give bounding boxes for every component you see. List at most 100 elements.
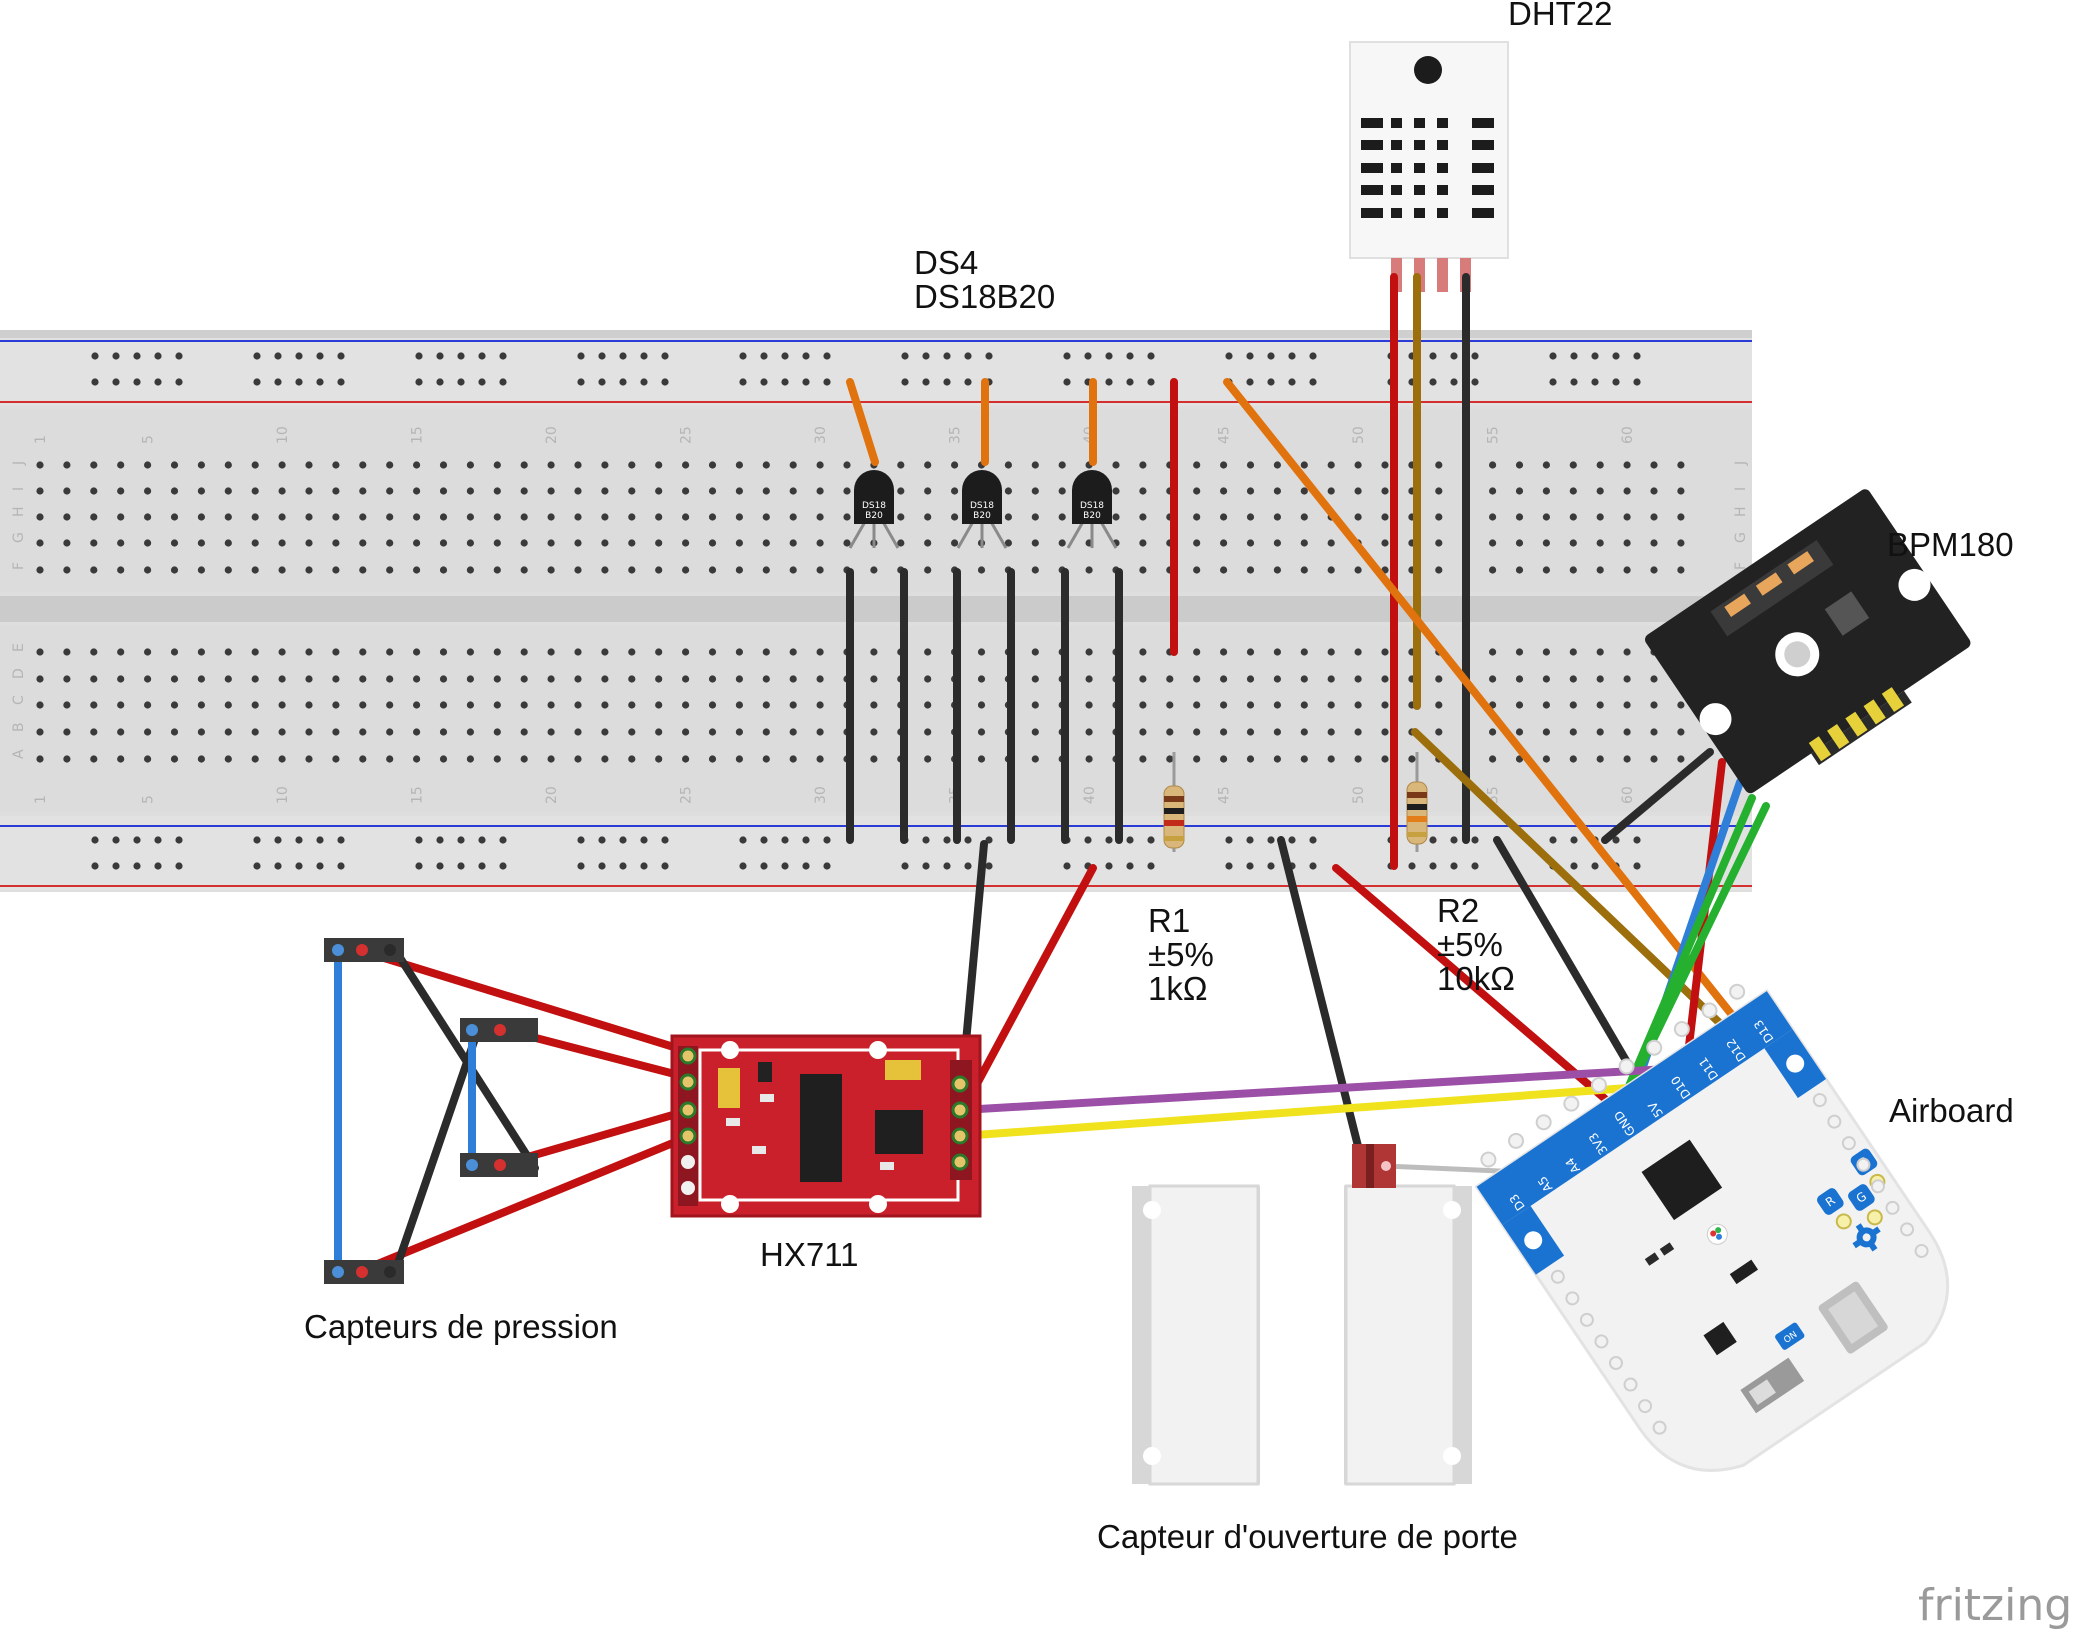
column-number: 15 bbox=[410, 426, 426, 444]
rail-hole bbox=[739, 378, 747, 386]
rail-hole bbox=[436, 862, 444, 870]
breadboard-hole bbox=[1677, 566, 1685, 574]
breadboard-hole bbox=[439, 566, 448, 574]
rail-hole bbox=[478, 836, 486, 844]
hx711-label: HX711 bbox=[760, 1236, 858, 1273]
breadboard-hole bbox=[1273, 513, 1281, 521]
rail-hole bbox=[964, 352, 972, 360]
column-number: 40 bbox=[1082, 786, 1098, 804]
breadboard-hole bbox=[1569, 539, 1577, 547]
breadboard-hole bbox=[332, 701, 340, 709]
rail-hole bbox=[922, 352, 930, 360]
airboard-pin bbox=[1480, 1151, 1497, 1168]
breadboard-hole bbox=[1112, 461, 1120, 469]
rail-hole bbox=[499, 862, 507, 870]
column-number: 60 bbox=[1620, 426, 1636, 444]
rail-hole bbox=[295, 836, 303, 844]
rail-hole bbox=[598, 352, 606, 360]
wire-purple bbox=[958, 1062, 1722, 1114]
resistor-r1 bbox=[1163, 752, 1185, 852]
rail-hole bbox=[337, 352, 345, 360]
breadboard-hole bbox=[816, 755, 824, 763]
breadboard-hole bbox=[547, 513, 555, 521]
breadboard-hole bbox=[359, 513, 367, 521]
breadboard-hole bbox=[359, 648, 367, 656]
rail-hole bbox=[154, 352, 162, 360]
breadboard-hole bbox=[1246, 461, 1255, 469]
rail-hole bbox=[661, 836, 669, 844]
rail-hole bbox=[1549, 836, 1557, 844]
breadboard-hole bbox=[144, 487, 152, 495]
breadboard-hole bbox=[520, 675, 528, 683]
airboard-header bbox=[1476, 991, 1793, 1225]
breadboard-hole bbox=[655, 566, 663, 574]
breadboard-hole bbox=[439, 701, 448, 709]
dht22-label: DHT22 bbox=[1508, 0, 1613, 32]
bottom-power-rail bbox=[0, 816, 1752, 890]
breadboard-hole bbox=[63, 701, 71, 709]
rail-hole bbox=[499, 352, 507, 360]
breadboard-hole bbox=[1112, 487, 1120, 495]
breadboard-hole bbox=[1112, 513, 1120, 521]
breadboard-hole bbox=[574, 539, 582, 547]
column-number: 20 bbox=[544, 786, 560, 804]
breadboard-hole bbox=[520, 513, 528, 521]
rail-hole bbox=[901, 378, 909, 386]
row-letter: H bbox=[11, 506, 27, 517]
airboard-edge-hole bbox=[1841, 1136, 1856, 1151]
rail-hole bbox=[739, 836, 747, 844]
breadboard-hole bbox=[1489, 461, 1497, 469]
breadboard-hole bbox=[170, 755, 179, 763]
breadboard-hole bbox=[493, 648, 501, 656]
breadboard-holes bbox=[36, 352, 1685, 870]
breadboard-hole bbox=[1435, 487, 1443, 495]
breadboard-hole bbox=[1031, 566, 1039, 574]
rail-hole bbox=[133, 862, 141, 870]
wire-black bbox=[1277, 836, 1368, 1174]
breadboard-hole bbox=[843, 513, 851, 521]
breadboard-hole bbox=[224, 539, 232, 547]
breadboard-hole bbox=[493, 566, 501, 574]
breadboard-hole bbox=[493, 675, 501, 683]
breadboard-hole bbox=[305, 539, 313, 547]
breadboard-hole bbox=[1435, 566, 1443, 574]
breadboard-hole bbox=[1031, 513, 1039, 521]
breadboard-hole bbox=[897, 539, 905, 547]
breadboard-hole bbox=[466, 648, 474, 656]
breadboard-hole bbox=[1515, 701, 1524, 709]
rail-hole bbox=[91, 378, 99, 386]
breadboard-hole bbox=[170, 675, 179, 683]
breadboard-hole bbox=[170, 487, 179, 495]
breadboard-hole bbox=[1650, 461, 1658, 469]
airboard-mcu bbox=[1641, 1139, 1723, 1221]
breadboard-hole bbox=[547, 675, 555, 683]
breadboard-hole bbox=[977, 566, 986, 574]
breadboard-hole bbox=[1327, 539, 1335, 547]
breadboard-hole bbox=[951, 513, 959, 521]
breadboard-hole bbox=[520, 701, 528, 709]
breadboard-hole bbox=[224, 728, 232, 736]
breadboard-hole bbox=[1542, 487, 1550, 495]
column-number: 30 bbox=[813, 786, 829, 804]
breadboard-hole bbox=[1542, 755, 1550, 763]
breadboard-hole bbox=[1623, 513, 1631, 521]
breadboard-hole bbox=[1354, 461, 1362, 469]
breadboard: 1 5 10 15 20 25 30 35 40 45 50 55 60 1 5 10 15 20 25 30 35 4… bbox=[0, 330, 1752, 892]
breadboard-hole bbox=[1569, 487, 1577, 495]
breadboard-hole bbox=[870, 648, 878, 656]
breadboard-hole bbox=[1381, 675, 1389, 683]
airboard-edge-hole bbox=[1870, 1179, 1885, 1194]
breadboard-hole bbox=[413, 539, 421, 547]
rail-hole bbox=[457, 352, 465, 360]
breadboard-hole bbox=[332, 648, 340, 656]
rail-hole bbox=[457, 862, 465, 870]
breadboard-hole bbox=[36, 487, 44, 495]
rail-hole bbox=[112, 352, 120, 360]
breadboard-hole bbox=[1327, 648, 1335, 656]
breadboard-hole bbox=[1327, 566, 1335, 574]
airboard-pin bbox=[1590, 1076, 1607, 1093]
breadboard-hole bbox=[386, 461, 394, 469]
breadboard-hole bbox=[655, 728, 663, 736]
breadboard-hole bbox=[628, 728, 636, 736]
rail-hole bbox=[802, 862, 810, 870]
